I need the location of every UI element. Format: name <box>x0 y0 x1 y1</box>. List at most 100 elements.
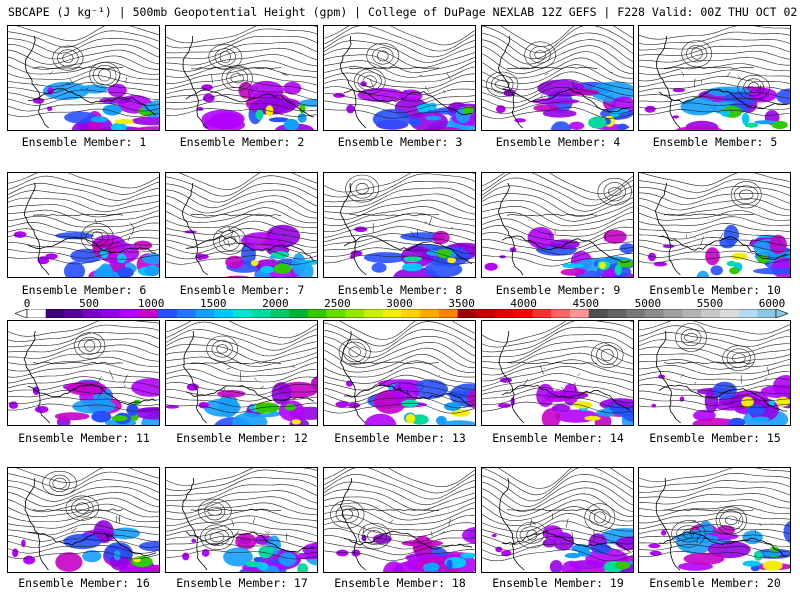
colorbar-segment <box>270 309 290 318</box>
colorbar-segment <box>45 309 65 318</box>
sbcape-height-map <box>639 321 790 425</box>
colorbar-segment <box>101 309 121 318</box>
colorbar-segment <box>214 309 234 318</box>
colorbar-tick-label: 3500 <box>448 297 475 310</box>
sbcape-height-map <box>324 321 475 425</box>
ensemble-member-map <box>638 467 791 573</box>
ensemble-member-map <box>165 25 318 131</box>
ensemble-member-label: Ensemble Member: 9 <box>495 283 621 297</box>
ensemble-member-label: Ensemble Member: 11 <box>18 431 150 445</box>
colorbar-tick-label: 4500 <box>572 297 600 310</box>
colorbar-segment <box>588 309 608 318</box>
colorbar-segment <box>307 309 327 318</box>
sbcape-height-map <box>166 173 317 277</box>
ensemble-member-map <box>481 320 634 426</box>
sbcape-height-map <box>324 468 475 572</box>
colorbar-tick-label: 5500 <box>696 297 724 310</box>
colorbar-segment <box>701 309 721 318</box>
ensemble-member-map <box>323 25 476 131</box>
colorbar-segment <box>176 309 196 318</box>
ensemble-member-map <box>7 25 160 131</box>
colorbar-segment <box>232 309 253 318</box>
colorbar-segment <box>139 309 159 318</box>
ensemble-member-label: Ensemble Member: 2 <box>179 135 305 149</box>
page-title: SBCAPE (J kg⁻¹) | 500mb Geopotential Hei… <box>8 5 798 19</box>
colorbar-segment <box>345 309 365 318</box>
ensemble-member-label: Ensemble Member: 1 <box>21 135 147 149</box>
colorbar-segment <box>401 309 421 318</box>
sbcape-height-map <box>324 26 475 130</box>
ensemble-member-label: Ensemble Member: 6 <box>21 283 147 297</box>
ensemble-member-map <box>323 172 476 278</box>
colorbar-tick-label: 1500 <box>200 297 227 310</box>
colorbar-tick-label: 2500 <box>324 297 351 310</box>
colorbar-segment <box>158 309 178 318</box>
colorbar-left-arrow <box>15 309 28 318</box>
sbcape-height-map <box>166 321 317 425</box>
ensemble-member-label: Ensemble Member: 13 <box>334 431 466 445</box>
colorbar-segment <box>382 309 402 318</box>
colorbar-segment <box>607 309 627 318</box>
colorbar-segment <box>570 309 590 318</box>
ensemble-member-map <box>638 172 791 278</box>
ensemble-member-label: Ensemble Member: 12 <box>176 431 308 445</box>
ensemble-member-map <box>7 467 160 573</box>
colorbar-tick-label: 2000 <box>262 297 289 310</box>
ensemble-member-label: Ensemble Member: 3 <box>337 135 463 149</box>
colorbar-segment <box>27 309 47 318</box>
sbcape-height-map <box>482 173 633 277</box>
colorbar-segment <box>757 309 777 318</box>
sbcape-height-map <box>639 26 790 130</box>
colorbar-segment <box>738 309 758 318</box>
colorbar-tick-label: 3000 <box>386 297 413 310</box>
ensemble-member-label: Ensemble Member: 16 <box>18 576 150 590</box>
colorbar-segment <box>251 309 271 318</box>
ensemble-member-label: Ensemble Member: 20 <box>649 576 781 590</box>
colorbar-segment <box>513 309 533 318</box>
ensemble-member-map <box>165 320 318 426</box>
colorbar-segment <box>289 309 309 318</box>
colorbar-segment <box>420 309 440 318</box>
sbcape-colorbar <box>15 309 788 318</box>
sbcape-height-map <box>8 173 159 277</box>
colorbar-segment <box>626 309 646 318</box>
ensemble-member-map <box>323 467 476 573</box>
sbcape-height-map <box>166 26 317 130</box>
colorbar-segment <box>682 309 702 318</box>
ensemble-member-map <box>323 320 476 426</box>
colorbar-tick-label: 1000 <box>137 297 165 310</box>
colorbar-segment <box>195 309 215 318</box>
colorbar-segment <box>457 309 477 318</box>
sbcape-height-map <box>639 173 790 277</box>
colorbar-segment <box>719 309 739 318</box>
colorbar-segment <box>551 309 571 318</box>
colorbar-segment <box>120 309 140 318</box>
ensemble-member-map <box>638 320 791 426</box>
colorbar-right-arrow <box>775 309 788 318</box>
sbcape-height-map <box>8 468 159 572</box>
ensemble-member-label: Ensemble Member: 17 <box>176 576 308 590</box>
sbcape-height-map <box>324 173 475 277</box>
ensemble-member-label: Ensemble Member: 15 <box>649 431 781 445</box>
colorbar-segment <box>532 309 552 318</box>
ensemble-member-label: Ensemble Member: 4 <box>495 135 621 149</box>
colorbar-segment <box>64 309 84 318</box>
sbcape-height-map <box>166 468 317 572</box>
colorbar-segment <box>364 309 384 318</box>
sbcape-height-map <box>482 468 633 572</box>
ensemble-member-map <box>7 172 160 278</box>
colorbar-segment <box>83 309 103 318</box>
sbcape-height-map <box>482 26 633 130</box>
colorbar-tick-label: 500 <box>79 297 100 310</box>
colorbar-tick-label: 5000 <box>634 297 662 310</box>
ensemble-member-label: Ensemble Member: 18 <box>334 576 466 590</box>
colorbar-tick-label: 0 <box>23 297 31 310</box>
sbcape-height-map <box>8 26 159 130</box>
colorbar-segment <box>438 309 458 318</box>
ensemble-member-map <box>638 25 791 131</box>
ensemble-member-label: Ensemble Member: 19 <box>492 576 624 590</box>
sbcape-height-map <box>482 321 633 425</box>
colorbar-tick-label: 4000 <box>510 297 537 310</box>
ensemble-member-label: Ensemble Member: 10 <box>649 283 781 297</box>
ensemble-member-label: Ensemble Member: 5 <box>652 135 778 149</box>
